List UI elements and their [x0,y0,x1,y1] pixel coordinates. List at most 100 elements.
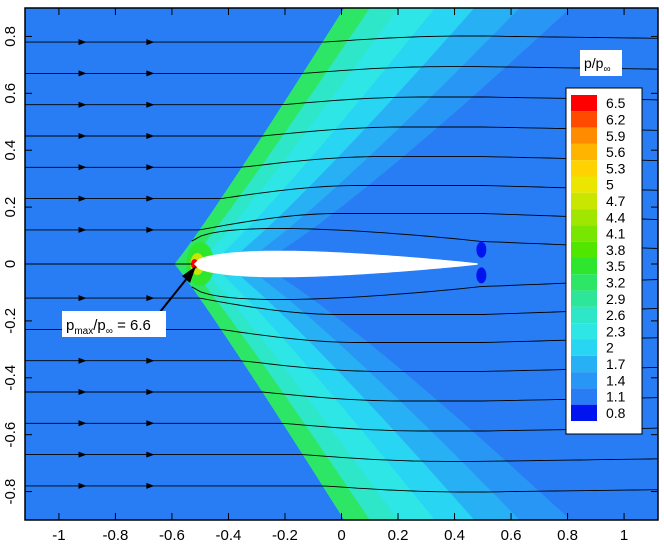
streamline-arrow-icon [146,357,155,364]
legend-swatch [571,355,597,373]
legend-level-label: 4.4 [606,209,626,225]
legend-swatch [571,290,597,307]
legend-level-label: 2 [606,340,614,356]
y-tick-label: 0.6 [2,83,19,104]
legend-level-label: 1.1 [606,389,626,405]
streamline-arrow-icon [146,70,155,77]
legend-swatch [571,225,597,242]
x-axis: -1 -0.8 -0.6 -0.4 -0.2 0 0.2 0.4 0.6 0.8 1 [52,8,628,544]
streamline-arrow-icon [78,133,87,139]
streamline [25,454,658,462]
streamline [25,213,658,231]
x-tick-label: 0.2 [388,527,409,544]
legend-level-label: 5.9 [606,128,626,144]
streamline [25,126,658,137]
legend-level-label: 2.9 [606,291,626,307]
x-tick-label: 0 [337,527,345,544]
streamline-arrow-icon [146,420,155,427]
legend-swatch [571,258,597,275]
y-tick-label: -0.8 [2,479,19,505]
legend-level-label: 0.8 [606,405,626,421]
legend-level-label: 4.7 [606,193,626,209]
y-tick-label: 0 [2,260,19,268]
legend-swatch [571,323,597,340]
streamline-arrow-icon [146,295,155,302]
legend-swatch [571,404,597,421]
y-tick-label: -0.4 [2,365,19,391]
legend-swatch [571,339,597,356]
legend-swatch [571,111,597,128]
legend-level-label: 1.7 [606,356,626,372]
streamline [25,422,658,432]
legend-level-label: 4.1 [606,226,626,242]
streamline [25,66,658,74]
legend-swatch [571,241,597,258]
legend-level-label: 3.5 [606,258,626,274]
legend-level-label: 3.8 [606,242,626,258]
y-tick-label: 0.2 [2,197,19,218]
streamline-arrow-icon [146,451,155,458]
airfoil-body [193,250,478,278]
x-tick-label: 0.6 [501,527,522,544]
legend-swatch [571,95,597,112]
streamline [25,360,658,372]
y-axis: 0.8 0.6 0.4 0.2 0 -0.2 -0.4 -0.6 -0.8 [2,26,658,504]
contour-field [25,8,658,520]
legend-level-label: 3.2 [606,274,626,290]
streamline-arrow-icon [78,357,87,364]
legend-level-label: 2.6 [606,307,626,323]
streamline-arrow-icon [78,101,87,108]
legend-level-label: 5.3 [606,160,626,176]
x-tick-label: 0.4 [444,527,465,544]
streamline-arrow-icon [78,39,87,46]
streamline-arrow-icon [78,226,87,233]
streamline-arrow-icon [78,389,87,395]
arrowhead-icon [182,266,196,283]
legend-level-label: 5 [606,177,614,193]
streamline [25,391,658,402]
y-tick-label: -0.2 [2,308,19,334]
annotation-box [62,311,166,337]
streamline-arrow-icon [78,164,87,171]
streamline-arrow-icon [78,70,87,77]
streamline-arrow-icon [78,451,87,458]
streamline-arrow-icon [146,482,155,489]
y-tick-label: 0.8 [2,26,19,47]
streamlines [25,35,658,493]
legend-title-box [580,50,622,76]
streamline-arrow-icon [78,295,87,302]
streamline-arrow-icon [146,226,155,233]
streamline-arrow-icon [146,195,155,202]
streamline [25,185,658,200]
legend-level-label: 5.6 [606,144,626,160]
streamline [25,297,658,315]
streamline-arrow-icon [146,389,155,395]
legend-level-label: 1.4 [606,372,626,388]
x-tick-label: -0.4 [216,527,242,544]
x-tick-label: -0.8 [102,527,128,544]
legend-swatch [571,160,597,177]
x-tick-label: -0.6 [159,527,185,544]
x-tick-label: -1 [52,527,65,544]
trailing-low-lower [476,267,487,284]
legend-title: p/p∞ [584,55,611,75]
streamline-arrow-icon [146,39,155,46]
legend-swatch [571,127,597,144]
streamline-arrow-icon [146,101,155,108]
max-pressure-annotation: pmax/p∞ = 6.6 [62,266,196,337]
legend-swatch [571,209,597,226]
y-tick-label: -0.6 [2,422,19,448]
streamline-arrow-icon [78,482,87,489]
x-tick-label: -0.2 [272,527,298,544]
legend-swatch [571,372,597,389]
legend-swatch [571,192,597,210]
x-tick-label: 0.8 [557,527,578,544]
streamline [25,485,658,493]
legend-swatch [571,143,597,161]
streamline-arrow-icon [146,133,155,139]
streamline [25,96,658,106]
airfoil [193,250,478,278]
streamline-arrow-icon [146,164,155,171]
streamline-arrow-icon [78,195,87,202]
